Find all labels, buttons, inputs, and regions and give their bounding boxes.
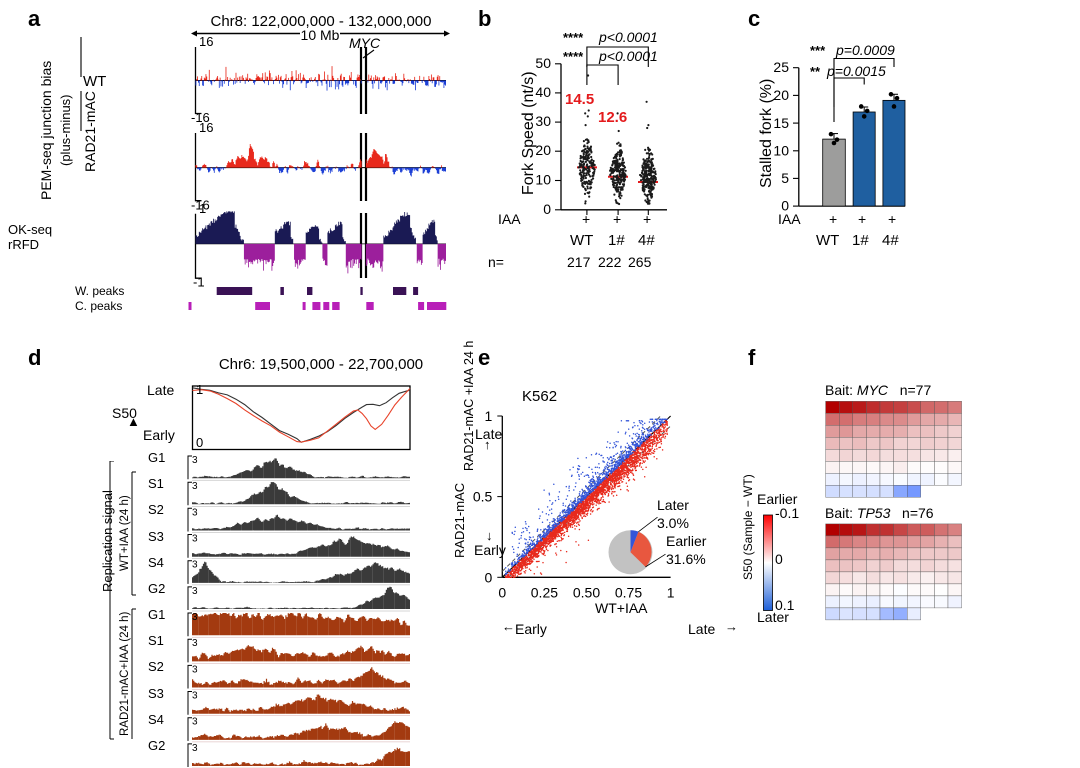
svg-text:0.25: 0.25	[531, 584, 558, 600]
svg-text:3: 3	[192, 507, 198, 518]
svg-text:p<0.0001: p<0.0001	[598, 48, 658, 64]
svg-text:0.5: 0.5	[473, 489, 493, 505]
svg-text:3: 3	[192, 612, 198, 623]
svg-text:12.6: 12.6	[598, 109, 627, 126]
svg-text:3: 3	[192, 638, 198, 649]
svg-text:p=0.0015: p=0.0015	[826, 63, 886, 79]
svg-text:3: 3	[192, 455, 198, 466]
svg-text:5: 5	[781, 170, 789, 186]
svg-text:****: ****	[563, 30, 584, 45]
svg-text:0: 0	[543, 201, 551, 217]
svg-text:0: 0	[485, 569, 493, 585]
svg-text:3: 3	[192, 691, 198, 702]
svg-text:3: 3	[192, 743, 198, 754]
svg-text:0.50: 0.50	[573, 584, 600, 600]
svg-text:1: 1	[667, 584, 675, 600]
svg-text:****: ****	[563, 49, 584, 64]
svg-text:1: 1	[485, 408, 493, 424]
svg-text:3: 3	[192, 717, 198, 728]
svg-text:14.5: 14.5	[565, 91, 594, 108]
svg-text:3: 3	[192, 481, 198, 492]
svg-text:0: 0	[498, 584, 506, 600]
svg-text:3: 3	[192, 560, 198, 571]
svg-text:p<0.0001: p<0.0001	[598, 29, 658, 45]
svg-text:0.75: 0.75	[615, 584, 642, 600]
svg-text:3: 3	[192, 586, 198, 597]
svg-text:3: 3	[192, 664, 198, 675]
svg-text:***: ***	[810, 43, 826, 58]
svg-text:**: **	[810, 64, 821, 79]
svg-text:0: 0	[196, 435, 203, 450]
svg-text:3: 3	[192, 534, 198, 545]
svg-text:p=0.0009: p=0.0009	[835, 42, 895, 58]
svg-text:1: 1	[196, 382, 203, 397]
